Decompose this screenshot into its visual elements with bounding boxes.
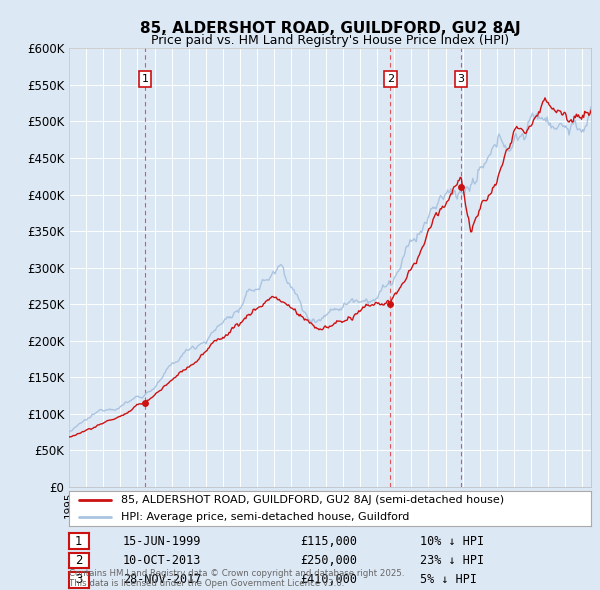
- Text: 23% ↓ HPI: 23% ↓ HPI: [420, 554, 484, 567]
- Text: 2: 2: [75, 554, 83, 567]
- Text: 85, ALDERSHOT ROAD, GUILDFORD, GU2 8AJ: 85, ALDERSHOT ROAD, GUILDFORD, GU2 8AJ: [140, 21, 520, 35]
- Text: 10% ↓ HPI: 10% ↓ HPI: [420, 535, 484, 548]
- Text: HPI: Average price, semi-detached house, Guildford: HPI: Average price, semi-detached house,…: [121, 512, 410, 522]
- Text: 2: 2: [387, 74, 394, 84]
- Text: 85, ALDERSHOT ROAD, GUILDFORD, GU2 8AJ (semi-detached house): 85, ALDERSHOT ROAD, GUILDFORD, GU2 8AJ (…: [121, 496, 505, 506]
- Text: £115,000: £115,000: [300, 535, 357, 548]
- Text: 28-NOV-2017: 28-NOV-2017: [123, 573, 202, 586]
- Text: £250,000: £250,000: [300, 554, 357, 567]
- Text: 3: 3: [457, 74, 464, 84]
- Text: 1: 1: [75, 535, 83, 548]
- Text: 3: 3: [75, 573, 83, 586]
- Text: 1: 1: [142, 74, 149, 84]
- Text: 10-OCT-2013: 10-OCT-2013: [123, 554, 202, 567]
- Text: Price paid vs. HM Land Registry's House Price Index (HPI): Price paid vs. HM Land Registry's House …: [151, 34, 509, 47]
- Text: Contains HM Land Registry data © Crown copyright and database right 2025.
This d: Contains HM Land Registry data © Crown c…: [69, 569, 404, 588]
- Text: 15-JUN-1999: 15-JUN-1999: [123, 535, 202, 548]
- Text: £410,000: £410,000: [300, 573, 357, 586]
- Text: 5% ↓ HPI: 5% ↓ HPI: [420, 573, 477, 586]
